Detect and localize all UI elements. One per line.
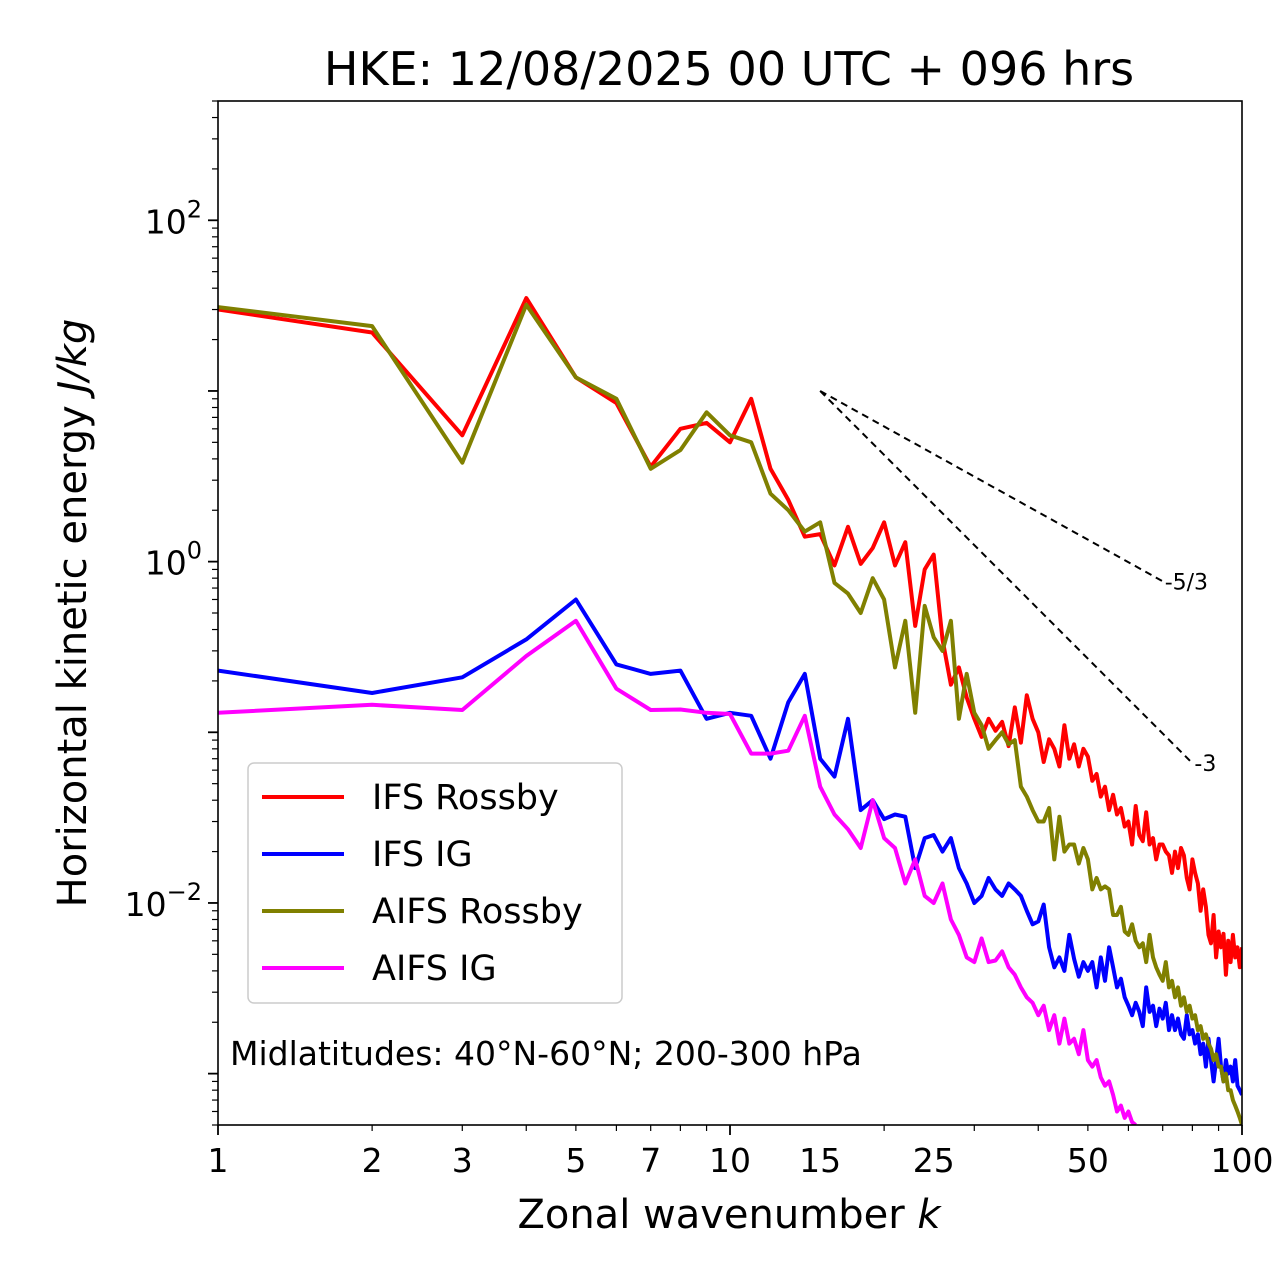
x-tick-label: 50 (1067, 1141, 1109, 1180)
legend-box (247, 762, 623, 1004)
legend-label-ifs-rossby: IFS Rossby (372, 778, 559, 818)
x-tick-label: 15 (799, 1141, 841, 1180)
y-tick-label: 102 (145, 195, 202, 241)
reference-slopes: -5/3 -3 (819, 390, 1216, 777)
region-annotation: Midlatitudes: 40°N-60°N; 200-300 hPa (230, 1034, 862, 1073)
slope-label-1: -5/3 (1165, 570, 1208, 595)
x-tick-label: 5 (565, 1141, 586, 1180)
x-tick-label: 2 (362, 1141, 383, 1180)
series-line-aifs-ig (218, 618, 1137, 1125)
y-axis: 102 100 10−2 (125, 100, 218, 1126)
series-layer (218, 296, 1242, 1125)
x-tick-label: 3 (452, 1141, 473, 1180)
slope-label-2: -3 (1194, 752, 1216, 777)
x-axis-label: Zonal wavenumber k (517, 1192, 942, 1238)
y-tick-label: 10−2 (125, 878, 202, 924)
series-line-ifs-rossby (218, 296, 1242, 977)
legend-label-aifs-rossby: AIFS Rossby (372, 892, 583, 932)
x-tick-label: 25 (913, 1141, 955, 1180)
x-tick-label: 7 (640, 1141, 661, 1180)
x-tick-label: 1 (208, 1141, 229, 1180)
slope-line-2 (819, 390, 1194, 764)
legend: IFS Rossby IFS IG AIFS Rossby AIFS IG (247, 762, 623, 1004)
x-axis: 1 2 3 5 7 10 15 25 50 100 (208, 1125, 1274, 1180)
y-axis-label: Horizontal kinetic energy J/kg (50, 319, 96, 908)
legend-label-ifs-ig: IFS IG (372, 835, 473, 875)
series-line-aifs-rossby (218, 302, 1242, 1125)
legend-label-aifs-ig: AIFS IG (372, 949, 497, 989)
slope-line-1 (819, 390, 1164, 583)
chart-title: HKE: 12/08/2025 00 UTC + 096 hrs (324, 42, 1134, 96)
y-tick-label: 100 (145, 537, 202, 583)
x-tick-label: 10 (709, 1141, 751, 1180)
x-tick-label: 100 (1211, 1141, 1274, 1180)
series-line-ifs-ig (218, 597, 1242, 1096)
